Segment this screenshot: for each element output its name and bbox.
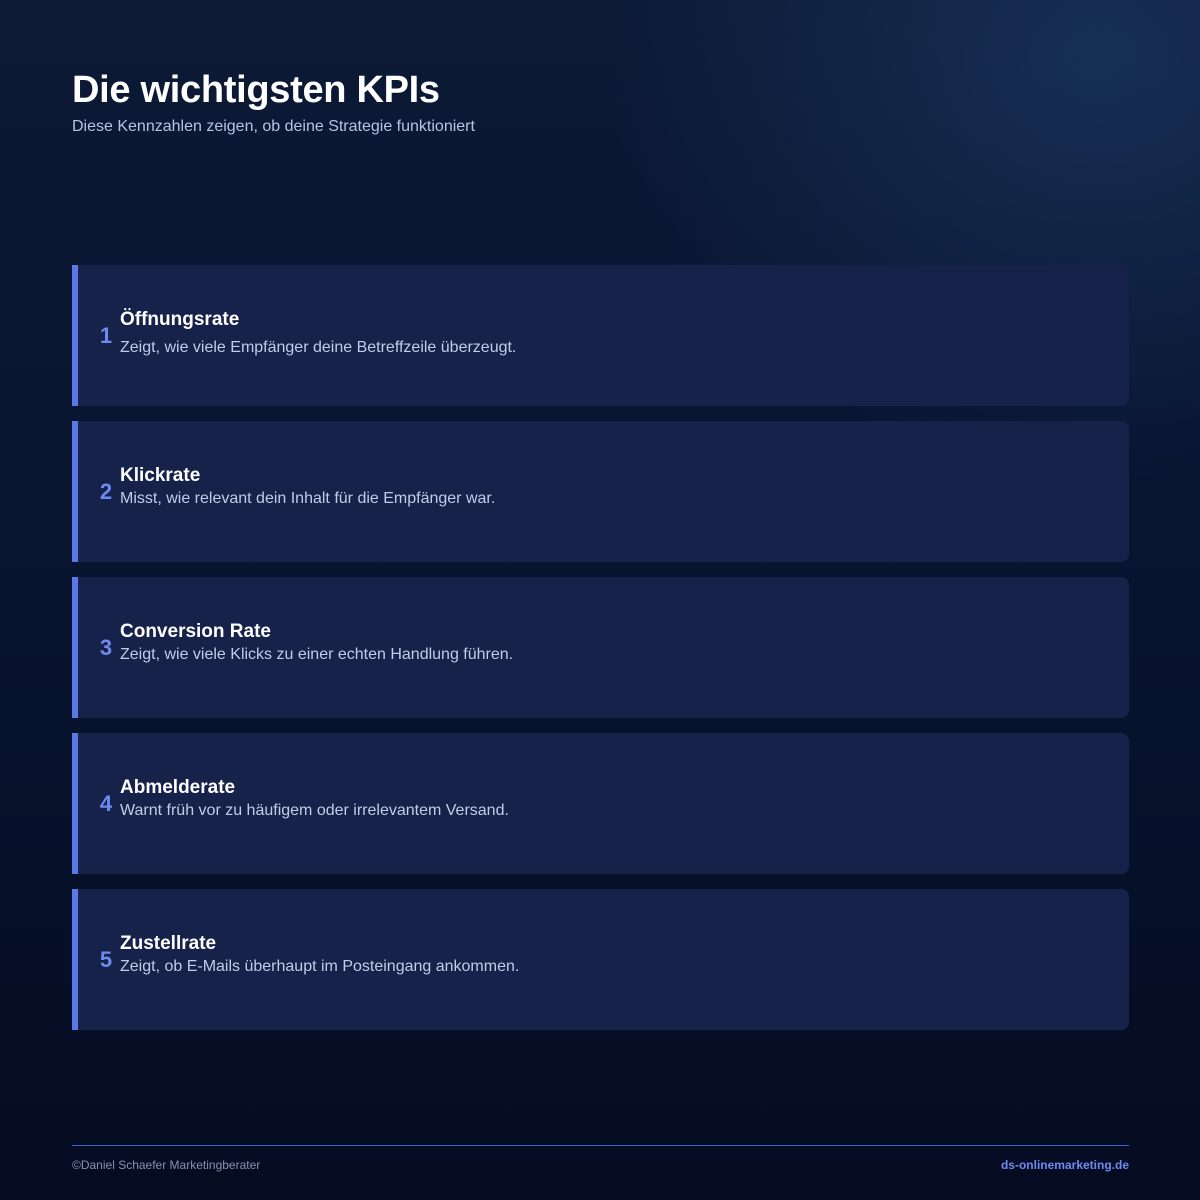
kpi-card-unsubscribe-rate: 4 Abmelderate Warnt früh vor zu häufigem…	[72, 733, 1129, 874]
kpi-title: Zustellrate	[120, 933, 217, 954]
kpi-title: Öffnungsrate	[120, 309, 240, 330]
kpi-number: 1	[99, 322, 113, 348]
footer-divider	[72, 1145, 1129, 1146]
kpi-list: 1 Öffnungsrate Zeigt, wie viele Empfänge…	[72, 265, 1129, 1045]
header: Die wichtigsten KPIs Diese Kennzahlen ze…	[72, 66, 1128, 138]
kpi-number: 3	[99, 634, 113, 660]
kpi-text: Abmelderate Warnt früh vor zu häufigem o…	[120, 776, 1109, 822]
kpi-description: Zeigt, ob E-Mails überhaupt im Posteinga…	[120, 958, 520, 975]
kpi-description: Zeigt, wie viele Klicks zu einer echten …	[120, 646, 514, 663]
footer-copyright: ©Daniel Schaefer Marketingberater	[72, 1158, 261, 1172]
kpi-text: Zustellrate Zeigt, ob E-Mails überhaupt …	[120, 932, 1109, 978]
kpi-title: Abmelderate	[120, 777, 236, 798]
kpi-description: Zeigt, wie viele Empfänger deine Betreff…	[120, 339, 517, 356]
kpi-text: Conversion Rate Zeigt, wie viele Klicks …	[120, 620, 1109, 666]
page-subtitle: Diese Kennzahlen zeigen, ob deine Strate…	[72, 118, 475, 135]
kpi-text: Klickrate Misst, wie relevant dein Inhal…	[120, 464, 1109, 510]
kpi-description: Warnt früh vor zu häufigem oder irreleva…	[120, 802, 509, 819]
kpi-card-delivery-rate: 5 Zustellrate Zeigt, ob E-Mails überhaup…	[72, 889, 1129, 1030]
kpi-number: 5	[99, 946, 113, 972]
kpi-title: Klickrate	[120, 465, 201, 486]
kpi-title: Conversion Rate	[120, 621, 271, 642]
kpi-number: 4	[99, 790, 113, 816]
page-title: Die wichtigsten KPIs	[72, 69, 440, 111]
kpi-card-click-rate: 2 Klickrate Misst, wie relevant dein Inh…	[72, 421, 1129, 562]
footer-website-link[interactable]: ds-onlinemarketing.de	[1000, 1158, 1129, 1172]
kpi-number: 2	[99, 478, 113, 504]
kpi-description: Misst, wie relevant dein Inhalt für die …	[120, 490, 496, 507]
kpi-text: Öffnungsrate Zeigt, wie viele Empfänger …	[120, 308, 1109, 359]
kpi-card-open-rate: 1 Öffnungsrate Zeigt, wie viele Empfänge…	[72, 265, 1129, 406]
kpi-card-conversion-rate: 3 Conversion Rate Zeigt, wie viele Klick…	[72, 577, 1129, 718]
